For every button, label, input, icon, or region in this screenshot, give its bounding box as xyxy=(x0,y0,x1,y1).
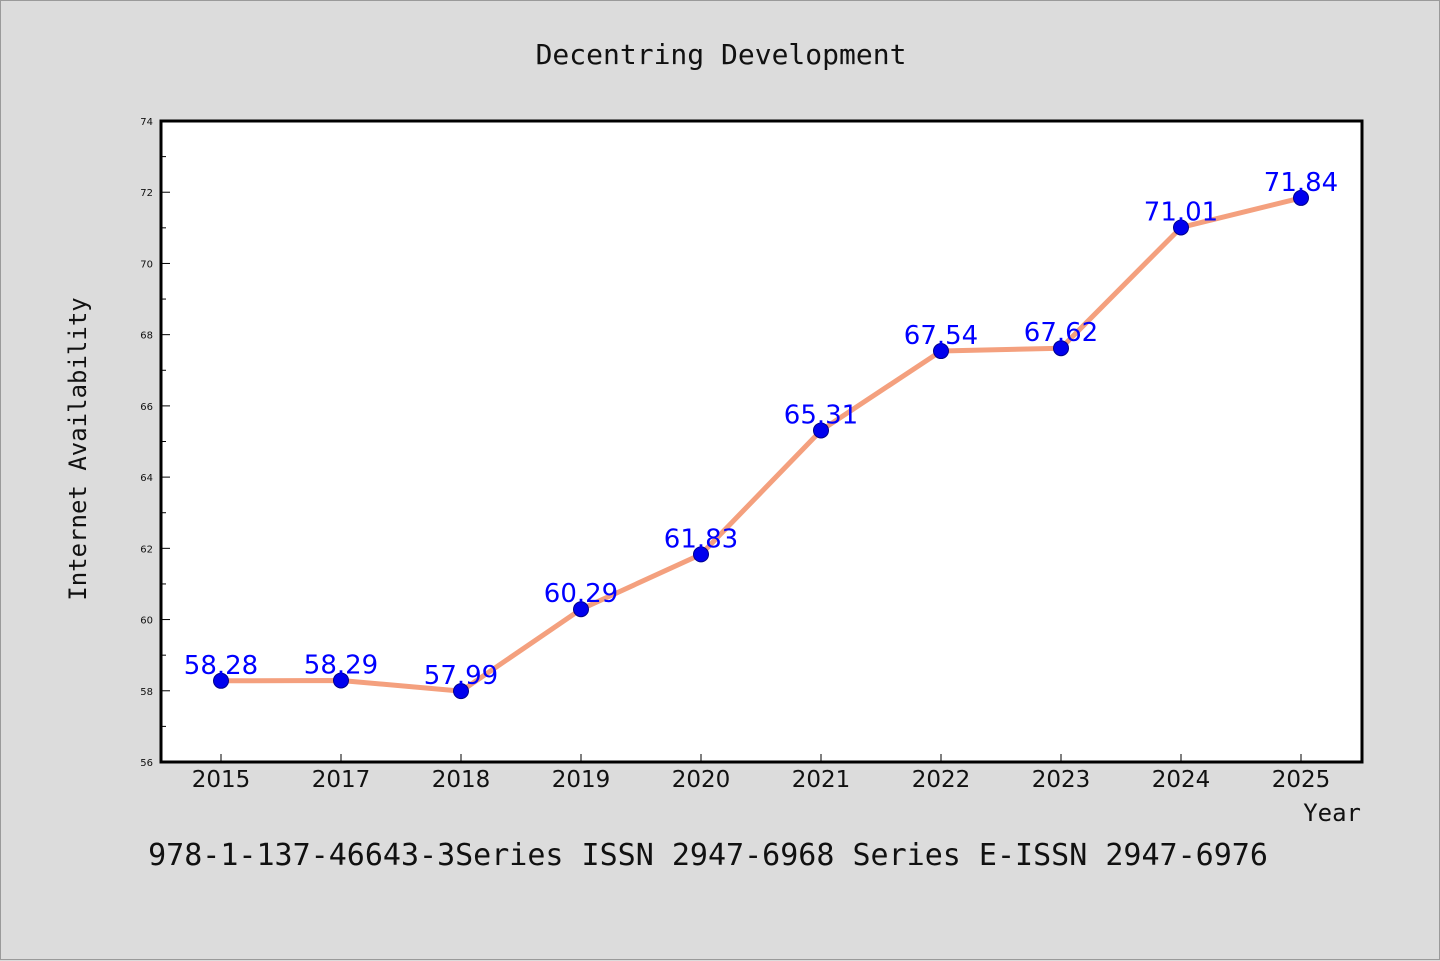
data-label: 71.01 xyxy=(1144,197,1218,227)
x-tick-label: 2023 xyxy=(1032,767,1091,793)
y-tick-label: 66 xyxy=(140,402,153,413)
y-tick-label: 58 xyxy=(140,687,153,698)
data-point xyxy=(453,683,469,700)
x-tick-label: 2019 xyxy=(552,767,611,793)
chart-title: Decentring Development xyxy=(536,38,907,71)
x-tick-label: 2020 xyxy=(672,767,731,793)
data-point xyxy=(573,601,589,618)
y-tick-label: 70 xyxy=(140,259,153,270)
data-label: 60.29 xyxy=(544,579,618,609)
data-point xyxy=(933,343,949,360)
data-label: 58.28 xyxy=(184,651,258,681)
data-label: 57.99 xyxy=(424,661,498,691)
x-tick-label: 2025 xyxy=(1272,767,1331,793)
data-label: 67.62 xyxy=(1024,318,1098,348)
data-point xyxy=(1293,189,1309,206)
series-group: 58.28 58.29 57.99 60.29 61.83 65.31 67.54 67.62… xyxy=(184,168,1338,700)
data-point xyxy=(813,422,829,439)
x-axis: 2015 2017 2018 2019 2020 2021 2022 2023 2024 2025 xyxy=(192,754,1331,793)
x-tick-label: 2018 xyxy=(432,767,491,793)
data-label: 65.31 xyxy=(784,400,858,430)
y-axis: 56 58 60 62 64 66 68 70 72 74 xyxy=(140,117,170,769)
x-tick-label: 2022 xyxy=(912,767,971,793)
y-tick-label: 60 xyxy=(140,616,153,627)
y-tick-label: 62 xyxy=(140,544,153,555)
x-tick-label: 2024 xyxy=(1152,767,1211,793)
y-axis-label: Internet Availability xyxy=(64,297,92,600)
series-line xyxy=(218,195,1304,694)
x-tick-label: 2015 xyxy=(192,767,251,793)
data-point xyxy=(1053,340,1069,357)
x-axis-label: Year xyxy=(1303,799,1361,827)
data-point xyxy=(693,546,709,563)
x-tick-label: 2017 xyxy=(312,767,371,793)
data-label: 67.54 xyxy=(904,321,978,351)
y-tick-label: 56 xyxy=(140,758,153,769)
y-tick-label: 74 xyxy=(140,117,153,128)
data-label: 61.83 xyxy=(664,524,738,554)
data-point xyxy=(1173,219,1189,236)
data-label: 58.29 xyxy=(304,650,378,680)
data-point xyxy=(213,672,229,689)
x-tick-label: 2021 xyxy=(792,767,851,793)
plot-area xyxy=(159,119,1364,764)
y-tick-label: 68 xyxy=(140,331,153,342)
footer-text: 978-1-137-46643-3Series ISSN 2947-6968 S… xyxy=(148,838,1268,873)
data-label: 71.84 xyxy=(1264,168,1338,198)
y-tick-label: 72 xyxy=(140,188,153,199)
data-point xyxy=(333,672,349,689)
y-tick-label: 64 xyxy=(140,473,153,484)
